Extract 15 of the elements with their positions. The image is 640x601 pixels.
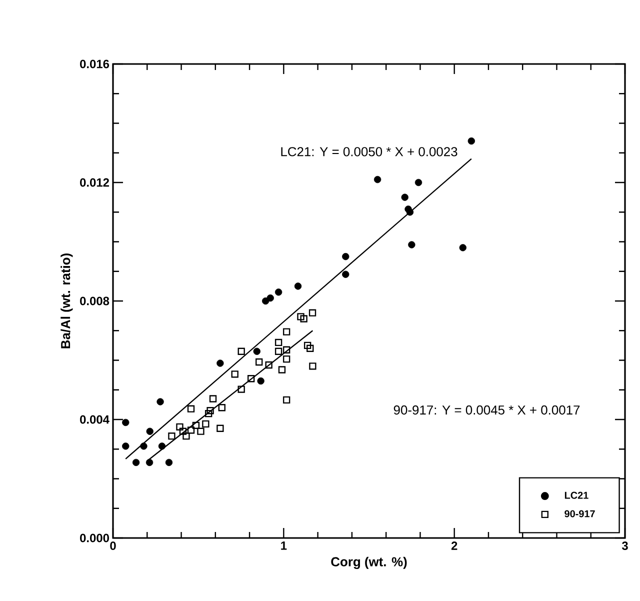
y-tick-label: 0.012 [80, 178, 109, 187]
y-tick-label: 0.008 [80, 296, 110, 306]
y-tick-label: 0.004 [80, 415, 110, 424]
y-axis-title: Ba/Al (wt. ratio) [60, 254, 73, 348]
x-tick-label: 2 [451, 542, 458, 550]
x-axis-title: Corg (wt. %) [331, 556, 407, 569]
x-tick-label: 3 [622, 542, 628, 550]
x-tick-label: 0 [110, 542, 116, 550]
y-tick-label: 0.016 [80, 60, 110, 68]
y-tick-label: 0.000 [80, 534, 109, 542]
annotation: 90-917: Y = 0.0045 * X + 0.0017 [394, 405, 580, 415]
legend-label: 90-917 [564, 510, 595, 518]
annotation: LC21: Y = 0.0050 * X + 0.0023 [281, 147, 458, 156]
legend-label: LC21 [564, 492, 588, 499]
x-tick-label: 1 [281, 542, 287, 550]
